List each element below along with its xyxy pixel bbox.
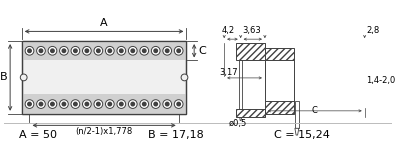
Circle shape xyxy=(142,49,146,52)
Circle shape xyxy=(163,100,172,108)
Bar xyxy=(265,48,294,60)
Text: 4,2: 4,2 xyxy=(221,26,234,35)
Text: 1,4-2,0: 1,4-2,0 xyxy=(366,76,396,85)
Circle shape xyxy=(166,49,169,52)
Circle shape xyxy=(60,100,68,108)
Text: C: C xyxy=(312,106,318,115)
Circle shape xyxy=(117,100,126,108)
Circle shape xyxy=(74,49,77,52)
Circle shape xyxy=(120,49,123,52)
Bar xyxy=(22,94,186,114)
Text: 2,8: 2,8 xyxy=(366,26,380,35)
Circle shape xyxy=(131,102,134,106)
Bar xyxy=(22,41,186,60)
Circle shape xyxy=(28,49,31,52)
Circle shape xyxy=(97,102,100,106)
Circle shape xyxy=(94,100,103,108)
Circle shape xyxy=(25,46,34,55)
Circle shape xyxy=(97,49,100,52)
Text: A = 50: A = 50 xyxy=(19,130,57,140)
Circle shape xyxy=(85,102,89,106)
Circle shape xyxy=(37,100,45,108)
Bar xyxy=(22,41,186,114)
Circle shape xyxy=(181,74,188,81)
Bar xyxy=(265,101,294,114)
Polygon shape xyxy=(295,128,299,135)
Bar xyxy=(22,41,186,114)
Text: C: C xyxy=(198,46,206,56)
Circle shape xyxy=(94,46,103,55)
Bar xyxy=(295,101,299,128)
Circle shape xyxy=(151,100,160,108)
Bar xyxy=(236,109,265,117)
Circle shape xyxy=(128,46,137,55)
Circle shape xyxy=(25,100,34,108)
Circle shape xyxy=(60,46,68,55)
Circle shape xyxy=(48,100,57,108)
Circle shape xyxy=(62,49,66,52)
Circle shape xyxy=(140,46,149,55)
Circle shape xyxy=(163,46,172,55)
Circle shape xyxy=(28,102,31,106)
Text: (n/2-1)x1,778: (n/2-1)x1,778 xyxy=(76,127,133,136)
Circle shape xyxy=(106,100,114,108)
Circle shape xyxy=(71,46,80,55)
Circle shape xyxy=(177,102,180,106)
Circle shape xyxy=(140,100,149,108)
Circle shape xyxy=(51,49,54,52)
Text: 3,63: 3,63 xyxy=(242,26,261,35)
Circle shape xyxy=(82,46,91,55)
Text: B: B xyxy=(0,72,7,82)
Circle shape xyxy=(51,102,54,106)
Circle shape xyxy=(108,102,112,106)
Circle shape xyxy=(177,49,180,52)
Circle shape xyxy=(154,102,158,106)
Text: B = 17,18: B = 17,18 xyxy=(148,130,204,140)
Circle shape xyxy=(142,102,146,106)
Circle shape xyxy=(48,46,57,55)
Text: A: A xyxy=(100,18,108,28)
Circle shape xyxy=(174,100,183,108)
Circle shape xyxy=(166,102,169,106)
Circle shape xyxy=(154,49,158,52)
Circle shape xyxy=(128,100,137,108)
Circle shape xyxy=(20,74,27,81)
Circle shape xyxy=(106,46,114,55)
Circle shape xyxy=(82,100,91,108)
Text: C = 15,24: C = 15,24 xyxy=(274,130,330,140)
Circle shape xyxy=(37,46,45,55)
Circle shape xyxy=(62,102,66,106)
Circle shape xyxy=(151,46,160,55)
Bar xyxy=(236,43,265,60)
Circle shape xyxy=(174,46,183,55)
Circle shape xyxy=(117,46,126,55)
Circle shape xyxy=(39,49,43,52)
Text: 3,17: 3,17 xyxy=(219,68,238,77)
Circle shape xyxy=(39,102,43,106)
Circle shape xyxy=(108,49,112,52)
Polygon shape xyxy=(239,113,242,121)
Circle shape xyxy=(85,49,89,52)
Circle shape xyxy=(74,102,77,106)
Text: ø0,5: ø0,5 xyxy=(229,119,247,128)
Circle shape xyxy=(131,49,134,52)
Circle shape xyxy=(71,100,80,108)
Circle shape xyxy=(120,102,123,106)
